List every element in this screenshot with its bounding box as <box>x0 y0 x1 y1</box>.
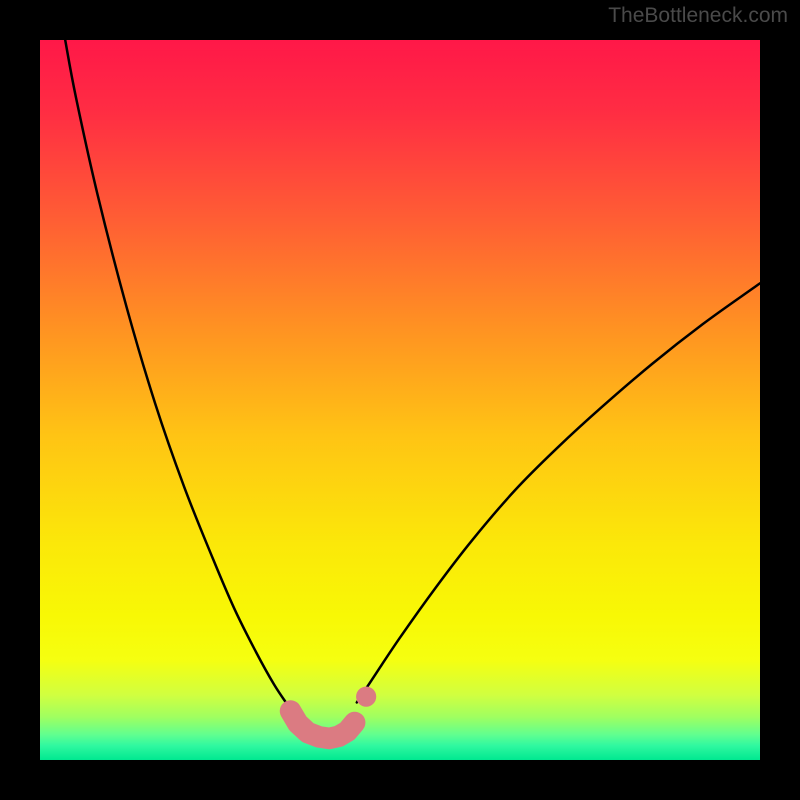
chart-plot-area <box>40 40 760 760</box>
gradient-background <box>40 40 760 760</box>
watermark-text: TheBottleneck.com <box>608 4 788 28</box>
chart-svg <box>40 40 760 760</box>
